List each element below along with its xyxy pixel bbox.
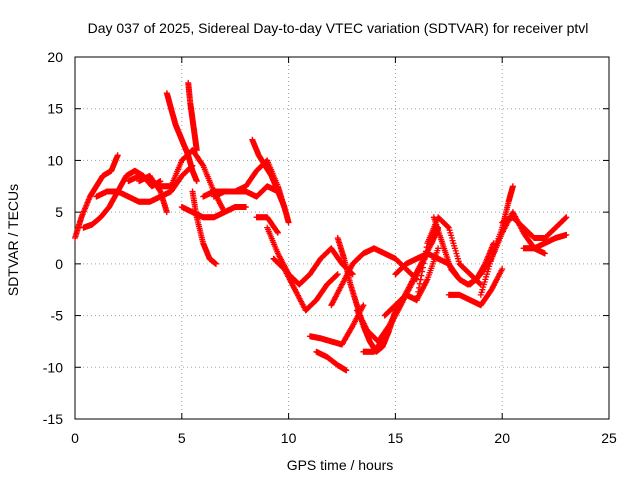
data-point (414, 293, 421, 299)
data-point (563, 231, 570, 238)
x-tick-label: 10 (281, 430, 297, 446)
data-point (274, 228, 281, 235)
data-point (422, 252, 429, 259)
x-tick-label: 15 (388, 430, 404, 446)
data-point (285, 219, 292, 226)
data-point (562, 215, 569, 222)
data-point (213, 260, 219, 267)
x-tick-label: 25 (601, 430, 617, 446)
data-point (416, 280, 423, 287)
data-point (415, 288, 422, 295)
gridlines (75, 57, 609, 419)
data-point (499, 266, 506, 272)
data-point (418, 272, 425, 279)
data-point (114, 152, 121, 159)
x-tick-label: 5 (178, 430, 186, 446)
y-tick-label: -15 (43, 411, 63, 427)
data-point (477, 280, 484, 287)
data-point (422, 248, 429, 255)
data-point (541, 250, 548, 257)
data-points (72, 79, 570, 374)
data-point (360, 302, 367, 309)
data-point (563, 214, 570, 221)
x-axis-label: GPS time / hours (287, 457, 394, 473)
data-point (334, 271, 340, 278)
data-point (413, 297, 420, 304)
data-point (242, 204, 249, 210)
data-point (193, 147, 200, 154)
data-point (435, 245, 442, 252)
y-axis-ticks: -15 -10 -5 0 5 10 15 20 (43, 49, 609, 427)
data-point (509, 183, 516, 190)
data-point (423, 244, 430, 251)
data-point (157, 178, 164, 185)
x-tick-label: 0 (71, 430, 79, 446)
data-point (343, 367, 350, 374)
y-tick-label: -5 (51, 308, 64, 324)
y-tick-label: 20 (47, 49, 63, 65)
data-point (445, 223, 451, 230)
data-point (416, 284, 422, 291)
data-point (421, 256, 428, 263)
data-point (349, 271, 356, 278)
x-tick-label: 20 (494, 430, 510, 446)
data-point (193, 178, 200, 185)
chart-title: Day 037 of 2025, Sidereal Day-to-day VTE… (88, 20, 589, 36)
data-point (420, 260, 427, 267)
y-tick-label: 5 (55, 204, 63, 220)
data-point (419, 264, 426, 271)
data-point (163, 209, 170, 216)
data-point (334, 271, 341, 278)
y-tick-label: -10 (43, 359, 63, 375)
x-axis-ticks: 0 5 10 15 20 25 (71, 57, 617, 446)
data-point (274, 229, 281, 236)
y-tick-label: 0 (55, 256, 63, 272)
data-point (419, 268, 426, 275)
y-tick-label: 10 (47, 152, 63, 168)
data-point (417, 276, 424, 283)
y-tick-label: 15 (47, 101, 63, 117)
y-axis-label: SDTVAR / TECUs (5, 184, 21, 296)
